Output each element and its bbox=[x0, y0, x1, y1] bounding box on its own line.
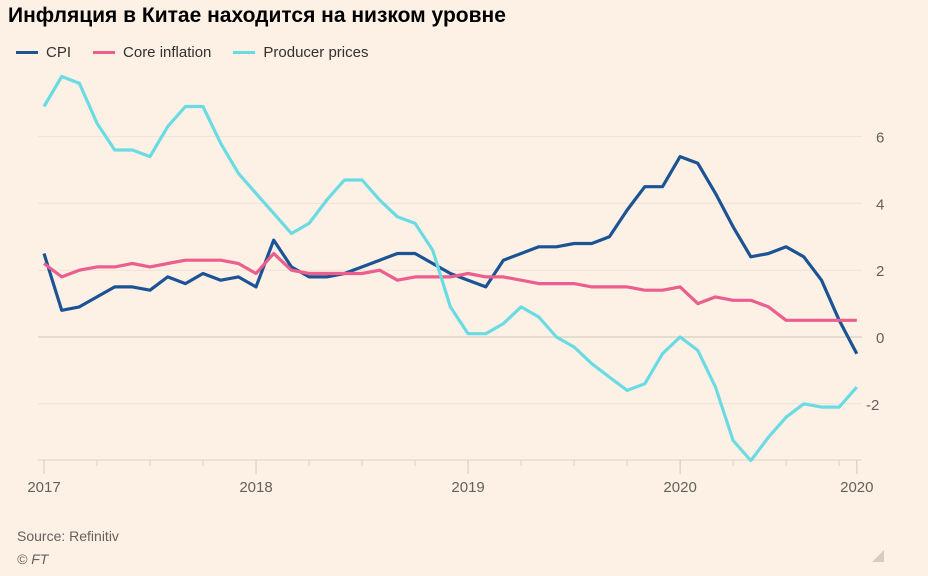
legend-swatch bbox=[16, 51, 38, 54]
x-tick-label: 2017 bbox=[27, 479, 60, 496]
copyright: © FT bbox=[17, 551, 49, 567]
legend-swatch bbox=[233, 51, 256, 54]
y-tick-label: 6 bbox=[876, 130, 884, 147]
y-tick-label: 2 bbox=[876, 263, 884, 280]
legend: CPI Core inflation Producer prices bbox=[16, 44, 390, 61]
source-note: Source: Refinitiv bbox=[17, 528, 119, 544]
y-tick-label: 0 bbox=[876, 330, 884, 347]
legend-label: CPI bbox=[46, 44, 72, 61]
legend-item-core-inflation: Core inflation bbox=[93, 44, 211, 61]
legend-label: Core inflation bbox=[123, 44, 212, 61]
y-tick-label: -2 bbox=[866, 397, 879, 414]
series-line-core-inflation bbox=[43, 251, 857, 322]
x-tick-label: 2019 bbox=[451, 479, 484, 496]
series-line-producer-prices bbox=[42, 74, 859, 463]
x-tick-label: 2018 bbox=[239, 479, 272, 496]
x-tick-label: 2020 bbox=[663, 479, 696, 496]
legend-item-producer-prices: Producer prices bbox=[233, 44, 368, 61]
chart-title: Инфляция в Китае находится на низком уро… bbox=[8, 4, 506, 27]
x-tick-label: 2020 bbox=[840, 479, 873, 496]
series-line-cpi bbox=[42, 155, 859, 355]
y-tick-label: 4 bbox=[876, 196, 884, 213]
legend-swatch bbox=[93, 51, 116, 54]
legend-item-cpi: CPI bbox=[16, 44, 71, 61]
legend-label: Producer prices bbox=[263, 44, 369, 61]
resize-handle-icon[interactable] bbox=[872, 550, 884, 562]
